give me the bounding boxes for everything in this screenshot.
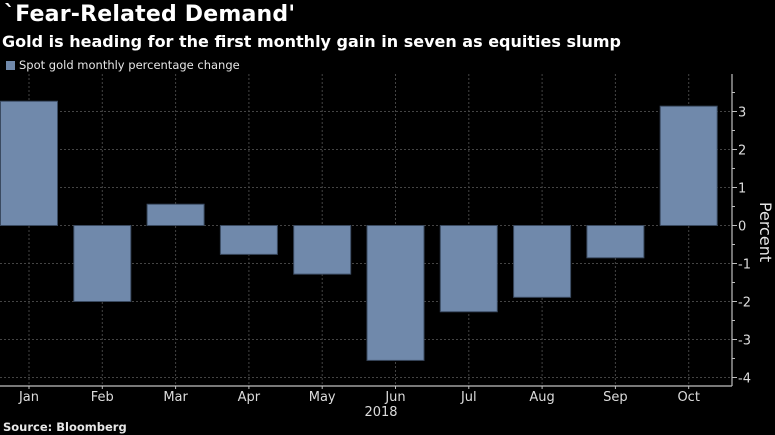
- x-tick-label: Mar: [163, 390, 188, 405]
- x-tick-label: Apr: [238, 390, 261, 405]
- chart-title: `Fear-Related Demand': [4, 2, 296, 27]
- bar-jun: [366, 225, 425, 361]
- y-tick-labels: 3 2 1 0 -1 -2 -3 -4: [738, 106, 751, 387]
- y-axis-label: Percent: [756, 202, 775, 262]
- bar-aug: [513, 225, 572, 298]
- y-tick-label: -2: [738, 296, 751, 311]
- y-tick-label: 3: [738, 106, 746, 121]
- bar-jan: [0, 100, 58, 226]
- y-tick-label: 1: [738, 182, 746, 197]
- bars: [0, 100, 718, 361]
- legend-swatch: [6, 60, 15, 70]
- gridlines: [0, 74, 732, 386]
- y-tick-label: 0: [738, 220, 746, 235]
- bar-oct: [659, 105, 718, 226]
- y-tick-label: 2: [738, 144, 746, 159]
- legend-label: Spot gold monthly percentage change: [19, 58, 240, 72]
- axes: [0, 74, 737, 389]
- chart-subtitle: Gold is heading for the first monthly ga…: [2, 32, 621, 51]
- source-note: Source: Bloomberg: [3, 420, 127, 434]
- bar-apr: [219, 225, 278, 255]
- x-tick-label: Jan: [18, 390, 39, 405]
- bar-feb: [73, 225, 132, 302]
- x-tick-label: Aug: [529, 390, 554, 405]
- x-tick-label: Jun: [384, 390, 405, 405]
- x-tick-label: Sep: [603, 390, 628, 405]
- legend: Spot gold monthly percentage change: [6, 58, 240, 72]
- y-tick-label: -3: [738, 334, 751, 349]
- x-tick-label: Jul: [460, 390, 477, 405]
- bar-mar: [146, 203, 205, 227]
- bar-may: [293, 225, 352, 275]
- bar-sep: [586, 225, 645, 259]
- x-axis-label: 2018: [364, 405, 397, 420]
- x-tick-label: May: [309, 390, 336, 405]
- y-tick-label: -1: [738, 258, 751, 273]
- y-tick-label: -4: [738, 372, 751, 387]
- x-tick-label: Feb: [91, 390, 114, 405]
- x-tick-labels: Jan Feb Mar Apr May Jun Jul Aug Sep Oct: [18, 390, 700, 405]
- x-tick-label: Oct: [677, 390, 699, 405]
- bar-jul: [439, 225, 498, 313]
